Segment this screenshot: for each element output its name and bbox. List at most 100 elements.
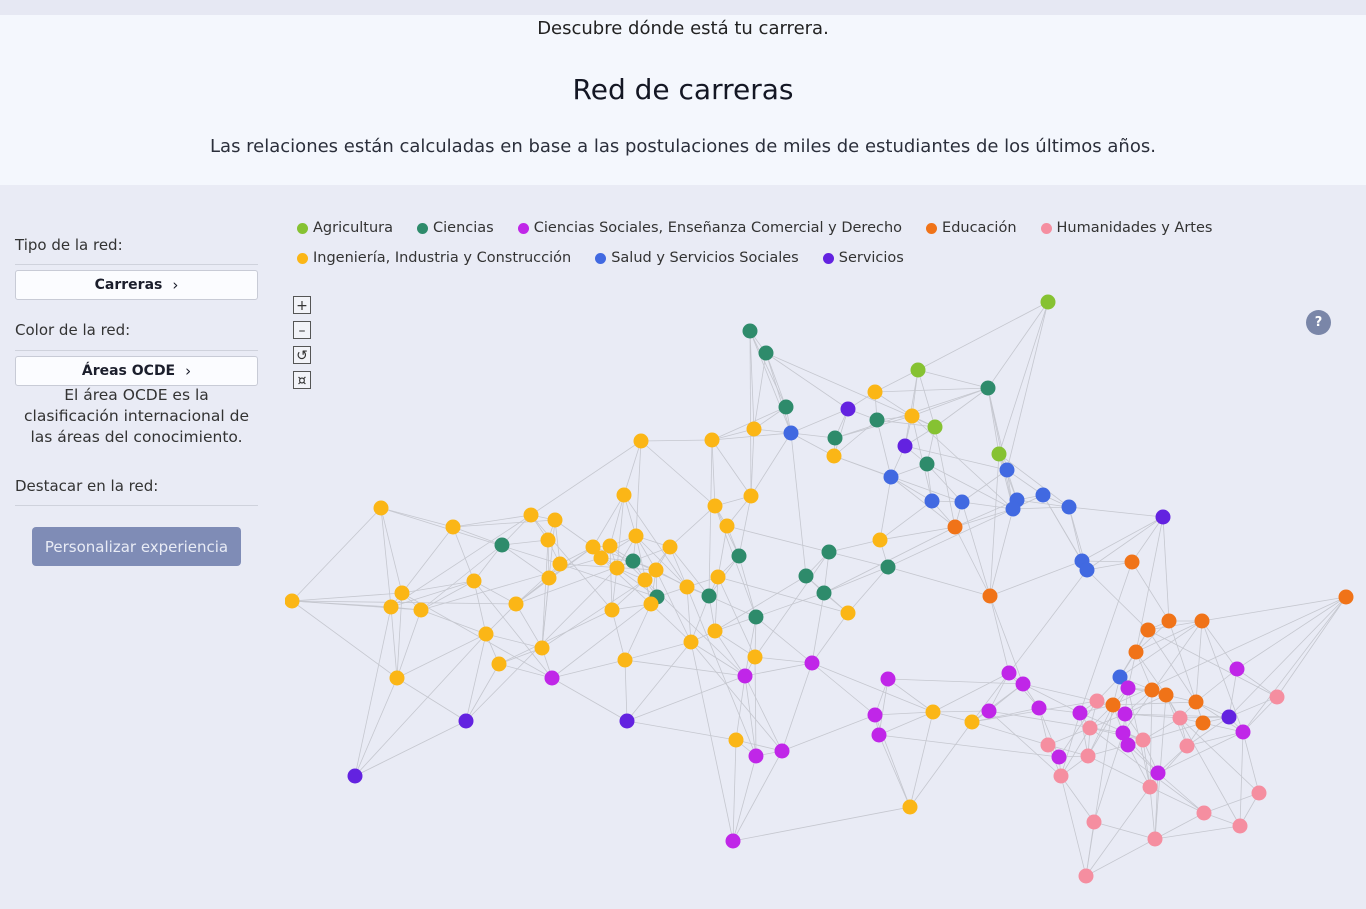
career-node[interactable] xyxy=(737,668,753,684)
career-node[interactable] xyxy=(1082,720,1098,736)
career-node[interactable] xyxy=(1035,487,1051,503)
career-node[interactable] xyxy=(746,421,762,437)
career-node[interactable] xyxy=(394,585,410,601)
career-node[interactable] xyxy=(1338,589,1354,605)
career-node[interactable] xyxy=(1089,693,1105,709)
career-node[interactable] xyxy=(880,671,896,687)
career-node[interactable] xyxy=(544,670,560,686)
career-node[interactable] xyxy=(725,833,741,849)
career-node[interactable] xyxy=(981,703,997,719)
career-node[interactable] xyxy=(742,323,758,339)
career-node[interactable] xyxy=(880,559,896,575)
legend-item[interactable]: Salud y Servicios Sociales xyxy=(595,250,799,266)
career-node[interactable] xyxy=(1001,665,1017,681)
legend-item[interactable]: Ciencias xyxy=(417,220,494,236)
career-node[interactable] xyxy=(925,704,941,720)
career-node[interactable] xyxy=(389,670,405,686)
career-node[interactable] xyxy=(1179,738,1195,754)
color-scheme-button[interactable]: Áreas OCDE › xyxy=(15,356,258,386)
legend-item[interactable]: Humanidades y Artes xyxy=(1040,220,1212,236)
career-node[interactable] xyxy=(628,528,644,544)
career-node[interactable] xyxy=(919,456,935,472)
career-node[interactable] xyxy=(774,743,790,759)
career-node[interactable] xyxy=(947,519,963,535)
career-node[interactable] xyxy=(826,448,842,464)
career-node[interactable] xyxy=(704,432,720,448)
career-node[interactable] xyxy=(1080,748,1096,764)
career-node[interactable] xyxy=(683,634,699,650)
career-node[interactable] xyxy=(373,500,389,516)
career-node[interactable] xyxy=(816,585,832,601)
career-node[interactable] xyxy=(982,588,998,604)
legend-item[interactable]: Agricultura xyxy=(297,220,393,236)
career-node[interactable] xyxy=(1112,669,1128,685)
career-node[interactable] xyxy=(904,408,920,424)
career-node[interactable] xyxy=(1188,694,1204,710)
career-node[interactable] xyxy=(710,569,726,585)
career-node[interactable] xyxy=(347,768,363,784)
reset-view-button[interactable]: ↺ xyxy=(293,346,311,364)
career-node[interactable] xyxy=(604,602,620,618)
career-node[interactable] xyxy=(523,507,539,523)
career-node[interactable] xyxy=(758,345,774,361)
career-node[interactable] xyxy=(491,656,507,672)
career-node[interactable] xyxy=(413,602,429,618)
career-node[interactable] xyxy=(585,539,601,555)
help-button[interactable]: ? xyxy=(1306,310,1331,335)
career-node[interactable] xyxy=(1086,814,1102,830)
career-node[interactable] xyxy=(1155,509,1171,525)
career-node[interactable] xyxy=(747,649,763,665)
career-node[interactable] xyxy=(1147,831,1163,847)
career-node[interactable] xyxy=(778,399,794,415)
career-node[interactable] xyxy=(541,570,557,586)
career-node[interactable] xyxy=(679,579,695,595)
zoom-out-button[interactable]: – xyxy=(293,321,311,339)
career-node[interactable] xyxy=(872,532,888,548)
career-network-graph[interactable] xyxy=(285,290,1366,900)
career-node[interactable] xyxy=(1135,732,1151,748)
career-node[interactable] xyxy=(1105,697,1121,713)
career-node[interactable] xyxy=(1053,768,1069,784)
career-node[interactable] xyxy=(285,593,300,609)
career-node[interactable] xyxy=(1235,724,1251,740)
career-node[interactable] xyxy=(910,362,926,378)
career-node[interactable] xyxy=(617,652,633,668)
career-node[interactable] xyxy=(1229,661,1245,677)
career-node[interactable] xyxy=(1005,501,1021,517)
career-node[interactable] xyxy=(867,707,883,723)
career-node[interactable] xyxy=(902,799,918,815)
career-node[interactable] xyxy=(991,446,1007,462)
career-node[interactable] xyxy=(1221,709,1237,725)
career-node[interactable] xyxy=(999,462,1015,478)
zoom-in-button[interactable]: + xyxy=(293,296,311,314)
network-type-button[interactable]: Carreras › xyxy=(15,270,258,300)
career-node[interactable] xyxy=(827,430,843,446)
career-node[interactable] xyxy=(924,493,940,509)
career-node[interactable] xyxy=(1196,805,1212,821)
career-node[interactable] xyxy=(701,588,717,604)
career-node[interactable] xyxy=(1031,700,1047,716)
career-node[interactable] xyxy=(707,498,723,514)
career-node[interactable] xyxy=(927,419,943,435)
career-node[interactable] xyxy=(867,384,883,400)
career-node[interactable] xyxy=(748,748,764,764)
career-node[interactable] xyxy=(1040,737,1056,753)
career-node[interactable] xyxy=(383,599,399,615)
career-node[interactable] xyxy=(478,626,494,642)
career-node[interactable] xyxy=(1251,785,1267,801)
career-node[interactable] xyxy=(719,518,735,534)
career-node[interactable] xyxy=(494,537,510,553)
career-node[interactable] xyxy=(1194,613,1210,629)
career-node[interactable] xyxy=(445,519,461,535)
career-node[interactable] xyxy=(1172,710,1188,726)
career-node[interactable] xyxy=(1015,676,1031,692)
career-node[interactable] xyxy=(534,640,550,656)
career-node[interactable] xyxy=(619,713,635,729)
career-node[interactable] xyxy=(871,727,887,743)
career-node[interactable] xyxy=(1195,715,1211,731)
career-node[interactable] xyxy=(1144,682,1160,698)
career-node[interactable] xyxy=(1161,613,1177,629)
career-node[interactable] xyxy=(840,401,856,417)
career-node[interactable] xyxy=(1232,818,1248,834)
career-node[interactable] xyxy=(602,538,618,554)
